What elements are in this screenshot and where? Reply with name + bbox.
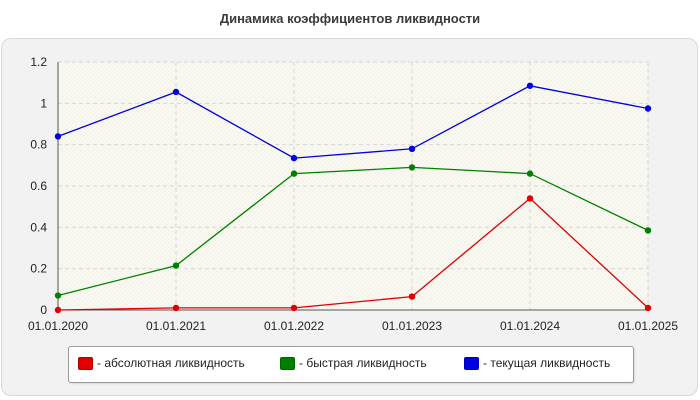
- data-point: [526, 82, 534, 89]
- y-tick-label: 1.2: [30, 55, 47, 69]
- legend-item: - текущая ликвидность: [464, 355, 610, 371]
- data-point: [408, 293, 416, 300]
- data-point: [644, 227, 652, 234]
- y-tick-label: 0: [40, 303, 47, 317]
- legend-label: - абсолютная ликвидность: [97, 356, 245, 370]
- data-point: [644, 304, 652, 312]
- data-point: [172, 262, 180, 269]
- series-layer: [54, 82, 652, 314]
- legend-label: - быстрая ликвидность: [299, 356, 427, 370]
- tick-labels: 0 0.2 0.4 0.6 0.8 1 1.2 01.01.2020 01.01.2021 01.…: [28, 55, 678, 333]
- axes: [57, 62, 648, 311]
- data-point: [54, 133, 62, 140]
- data-point: [526, 170, 534, 177]
- data-point: [54, 292, 62, 299]
- series-line-3: [57, 85, 649, 159]
- legend-item: - быстрая ликвидность: [280, 355, 427, 371]
- y-tick-label: 0.2: [30, 262, 47, 276]
- data-point: [408, 164, 416, 171]
- data-point: [54, 306, 62, 314]
- legend-swatch: [280, 356, 295, 370]
- data-point: [172, 304, 180, 312]
- series-line-1: [57, 197, 649, 311]
- legend-item: - абсолютная ликвидность: [78, 355, 245, 371]
- gridlines: [58, 61, 649, 310]
- data-point: [644, 105, 652, 112]
- x-tick-label: 01.01.2024: [500, 319, 560, 333]
- data-point: [526, 195, 534, 202]
- x-tick-label: 01.01.2021: [146, 319, 206, 333]
- x-tick-label: 01.01.2023: [382, 319, 442, 333]
- chart-title: Динамика коэффициентов ликвидности: [219, 11, 481, 26]
- y-tick-label: 0.4: [30, 220, 47, 234]
- legend-swatch: [464, 356, 479, 370]
- x-tick-label: 01.01.2022: [264, 319, 324, 333]
- legend: - абсолютная ликвидность - быстрая ликвид…: [68, 346, 634, 383]
- y-tick-label: 0.6: [30, 179, 47, 193]
- x-tick-label: 01.01.2025: [618, 319, 678, 333]
- data-point: [172, 88, 180, 96]
- data-point: [290, 304, 298, 312]
- series-line-2: [57, 166, 649, 297]
- legend-swatch: [78, 356, 93, 370]
- x-tick-label: 01.01.2020: [28, 319, 88, 333]
- data-point: [408, 145, 416, 152]
- legend-label: - текущая ликвидность: [483, 356, 611, 370]
- data-point: [290, 154, 298, 162]
- data-point: [290, 170, 298, 177]
- y-tick-label: 1: [40, 96, 47, 110]
- y-tick-label: 0.8: [30, 138, 47, 152]
